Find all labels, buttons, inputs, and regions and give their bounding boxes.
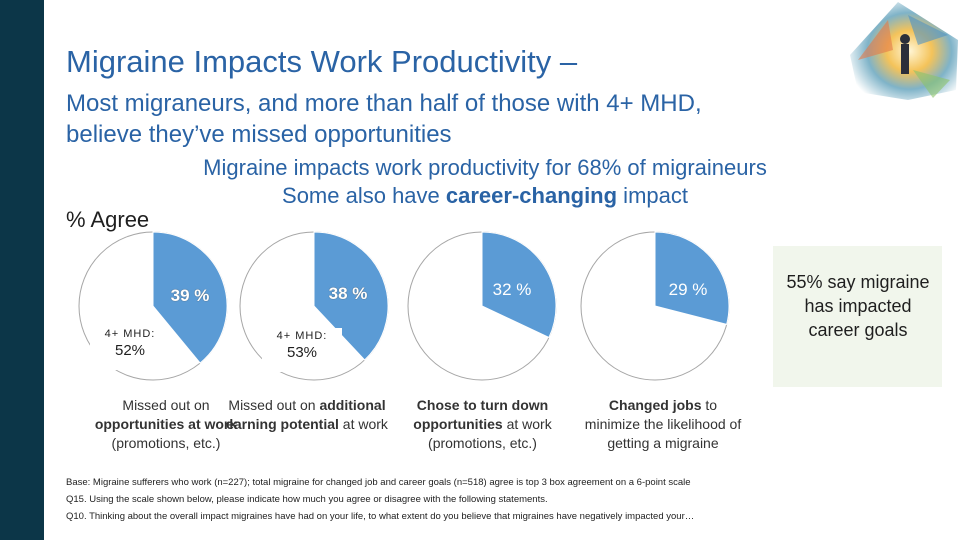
pie-1-caption-line-2: opportunities at work	[94, 416, 238, 432]
pie-1-caption-line-1: Missed out on	[122, 397, 210, 413]
pie-4-slice	[654, 231, 730, 326]
pie-1-caption: Missed out on opportunities at work (pro…	[66, 396, 266, 453]
pie-2-mhd-value: 53%	[286, 344, 318, 361]
sidebar-strip	[0, 0, 44, 540]
percent-agree-label: % Agree	[66, 207, 150, 232]
pie-4-caption-line-3: getting a migraine	[607, 435, 719, 451]
career-goals-callout-text: 55% say migraine has impacted career goa…	[786, 272, 930, 340]
pie-3-caption-line-1: Chose to turn down	[416, 397, 549, 413]
pie-1-mhd-label: 4+ MHD:	[104, 328, 156, 340]
business-person-photo	[850, 2, 958, 100]
pie-1-slice	[152, 231, 228, 364]
base-footnote-line-2: Q15. Using the scale shown below, please…	[66, 494, 548, 505]
base-footnote-line-3: Q10. Thinking about the overall impact m…	[66, 511, 695, 522]
headline-line-1: Migraine impacts work productivity for 6…	[203, 155, 767, 180]
base-footnote: Base: Migraine sufferers who work (n=227…	[66, 474, 796, 525]
pie-4-value-label: 29 %	[668, 280, 708, 299]
pie-4-caption-line-2: minimize the likelihood of	[584, 416, 742, 432]
headline: Migraine impacts work productivity for 6…	[100, 154, 870, 210]
pie-3-caption-line-3: (promotions, etc.)	[428, 435, 537, 451]
pie-1-mhd-value: 52%	[114, 342, 146, 359]
pie-2-caption-line-2: earning potential at work	[226, 416, 388, 432]
pie-4-caption-line-1: Changed jobs to	[608, 397, 718, 413]
pie-2-mhd-label: 4+ MHD:	[276, 330, 328, 342]
pie-1-value-label: 39 %	[170, 286, 210, 305]
headline-line-2-post: impact	[617, 183, 688, 208]
page-subtitle: Most migraneurs, and more than half of t…	[66, 90, 702, 148]
pie-3-slice	[481, 231, 557, 339]
headline-line-2-pre: Some also have	[282, 183, 446, 208]
pie-2-caption-line-1: Missed out on additional	[228, 397, 386, 413]
headline-line-2-bold: career-changing	[445, 183, 618, 208]
pie-1-caption-line-3: (promotions, etc.)	[111, 435, 221, 451]
pie-4-caption: Changed jobs to minimize the likelihood …	[568, 396, 758, 453]
pie-2-slice	[313, 231, 389, 361]
pie-3-caption: Chose to turn down opportunities at work…	[400, 396, 565, 453]
pie-2-caption: Missed out on additional earning potenti…	[212, 396, 402, 434]
pie-3-value-label: 32 %	[492, 280, 532, 299]
headline-line-2: Some also have career-changing impact	[100, 182, 870, 210]
pie-3-caption-line-2: opportunities at work	[413, 416, 552, 432]
career-goals-callout-box	[773, 246, 942, 387]
pie-2-mhd-box: 4+ MHD: 53%	[262, 328, 342, 372]
pie-1-mhd-box: 4+ MHD: 52%	[90, 326, 170, 370]
page-title: Migraine Impacts Work Productivity –	[66, 44, 578, 79]
base-footnote-line-1: Base: Migraine sufferers who work (n=227…	[66, 477, 691, 488]
pie-2-value-label: 38 %	[328, 284, 368, 303]
